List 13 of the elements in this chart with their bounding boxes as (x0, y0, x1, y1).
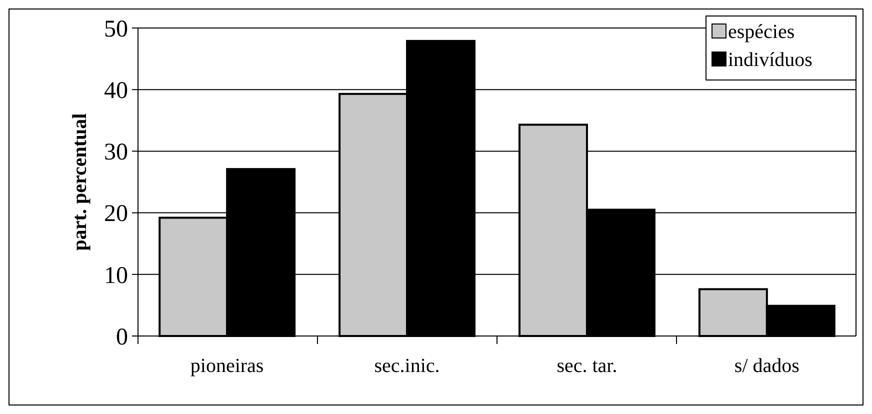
legend-label: espécies (728, 21, 795, 43)
y-axis-title: part. percentual (69, 112, 91, 251)
legend-label: indivíduos (728, 49, 813, 71)
x-tick-label: s/ dados (734, 355, 800, 377)
x-tick-label: sec. tar. (556, 355, 618, 377)
y-tick-label: 0 (116, 324, 128, 350)
y-tick-label: 40 (104, 78, 128, 104)
x-tick-label: pioneiras (190, 355, 264, 377)
y-tick-label: 50 (104, 16, 128, 42)
y-tick-label: 10 (104, 262, 128, 289)
x-tick-label: sec.inic. (374, 355, 440, 377)
y-tick-label: 20 (104, 201, 128, 228)
y-tick-label: 30 (104, 140, 128, 166)
